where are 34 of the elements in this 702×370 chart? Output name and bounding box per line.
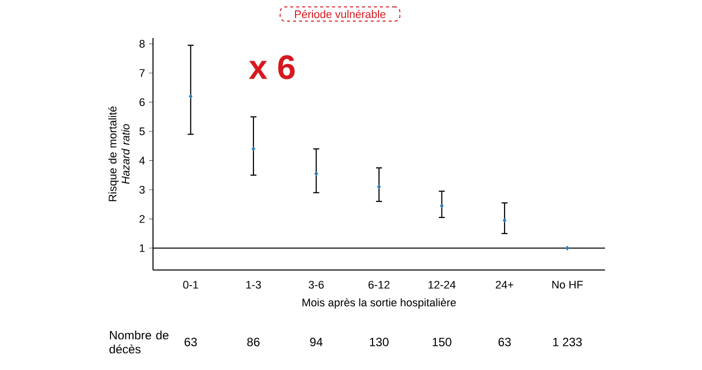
y-tick-label: 6 <box>140 98 145 106</box>
x-tick-label: 12-24 <box>428 280 456 289</box>
text: 86 <box>247 338 260 346</box>
text: 1 233 <box>553 338 582 346</box>
text: Nombre de décès <box>110 330 168 354</box>
point <box>252 146 256 152</box>
point <box>314 171 318 176</box>
y-tick-label: 5 <box>139 128 145 136</box>
point <box>440 203 444 208</box>
x-axis-title: Mois après la sortie hospitalière <box>302 298 456 309</box>
text: 130 <box>370 338 389 346</box>
y-tick-label: 8 <box>140 40 145 48</box>
text: Période vulnérable <box>295 10 386 18</box>
annotation: x 6 <box>248 55 295 80</box>
y-tick-label: 1 <box>140 244 145 252</box>
x-tick-label: 24+ <box>496 280 514 289</box>
y-tick-label: 4 <box>139 156 145 164</box>
point <box>377 184 381 190</box>
x-tick-label: 6-12 <box>368 280 390 289</box>
text: 63 <box>184 338 197 346</box>
x-tick-label: 1-3 <box>246 280 261 289</box>
text: 94 <box>310 338 323 346</box>
y-tick-label: 7 <box>140 69 145 77</box>
y-tick-label: 3 <box>139 186 145 194</box>
x-tick-label: 0-1 <box>183 280 198 289</box>
x-tick-label: 3-6 <box>308 280 324 289</box>
text: 150 <box>432 338 452 346</box>
point <box>502 218 506 223</box>
x-tick-label: No HF <box>552 280 583 289</box>
y-tick-label: 2 <box>140 215 145 223</box>
y-axis-title: Risque de mortalité Hazard ratio <box>108 106 130 202</box>
point <box>565 246 570 251</box>
text: 63 <box>498 338 511 346</box>
point <box>188 94 193 99</box>
